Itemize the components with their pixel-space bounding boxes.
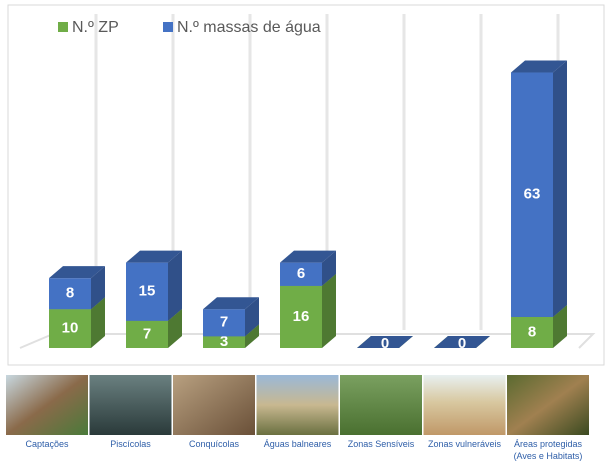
bar-side (168, 251, 182, 321)
legend-label: N.º ZP (72, 19, 119, 36)
bar-segment (49, 266, 105, 309)
bar-side (553, 61, 567, 317)
category-label: Zonas Sensíveis (348, 439, 415, 449)
category-picture (507, 375, 589, 435)
category-label: Áreas protegidas (Aves e Habitats) (514, 439, 583, 461)
value-label: 0 (381, 335, 389, 352)
category-label: Piscícolas (110, 439, 151, 449)
category-picture (424, 375, 506, 435)
value-label: 6 (297, 265, 305, 282)
value-label: 15 (139, 283, 156, 300)
value-label: 7 (220, 314, 228, 331)
category-label-line: (Aves e Habitats) (514, 451, 583, 461)
category-picture (257, 375, 339, 435)
category-picture (340, 375, 422, 435)
value-label: 8 (66, 285, 74, 302)
category-label: Captações (25, 439, 69, 449)
legend-swatch (58, 22, 68, 32)
value-label: 7 (143, 325, 151, 342)
category-picture (6, 375, 88, 435)
legend-label: N.º massas de água (177, 19, 321, 36)
category-label: Águas balneares (264, 439, 332, 449)
category-label: Zonas vulneráveis (428, 439, 502, 449)
category-label-line: Áreas protegidas (514, 439, 583, 449)
value-label: 10 (62, 320, 79, 337)
legend-swatch (163, 22, 173, 32)
category-picture (173, 375, 255, 435)
value-label: 8 (528, 323, 536, 340)
bar-segment (280, 251, 336, 286)
value-label: 0 (458, 335, 466, 352)
value-label: 16 (293, 308, 310, 325)
category-picture (90, 375, 172, 435)
bar-side (322, 274, 336, 348)
page: N.º ZPN.º massas de água1087153716600008… (0, 0, 606, 461)
pictures: Captações Piscícolas Conquícolas Águas baln… (6, 375, 589, 461)
value-label: 63 (524, 186, 541, 203)
category-label: Conquícolas (189, 439, 240, 449)
bar-segment (203, 297, 259, 336)
